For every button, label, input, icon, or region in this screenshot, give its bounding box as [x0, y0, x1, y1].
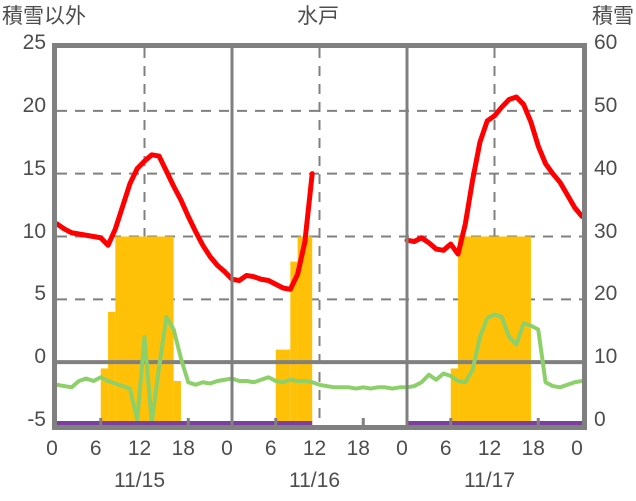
plot-frame: [52, 43, 587, 430]
x-axis-tick-label: 6: [439, 437, 452, 460]
plot-canvas: [57, 48, 582, 425]
y-axis-right-tick-label: 50: [594, 93, 618, 117]
x-axis-tick-label: 0: [46, 437, 58, 460]
right-axis-title: 積雪: [592, 5, 634, 28]
bar-series-sunshine: [100, 236, 531, 425]
y-axis-left-tick-label: 20: [22, 93, 46, 117]
y-axis-right-tick-label: 30: [594, 219, 618, 243]
y-axis-left-tick-label: 0: [34, 345, 46, 369]
x-axis-day-label: 11/17: [464, 469, 515, 492]
x-axis-tick-label: 6: [264, 437, 277, 460]
day-separators: [99, 48, 540, 425]
y-axis-left-tick-label: 5: [34, 282, 46, 306]
x-axis-tick-label: 0: [221, 437, 233, 460]
y-axis-right-tick-label: 0: [594, 408, 606, 431]
x-axis-tick-label: 6: [89, 437, 102, 460]
x-axis-tick-label: 12: [477, 437, 502, 460]
left-axis-title: 積雪以外: [2, 5, 86, 28]
x-axis-tick-label: 12: [127, 437, 152, 460]
y-axis-right-tick-label: 60: [594, 31, 618, 54]
y-axis-left-tick-label: 25: [22, 31, 46, 54]
line-series-green: [57, 312, 582, 425]
y-axis-left-tick-label: 10: [22, 219, 46, 243]
y-axis-left-tick-label: -5: [27, 408, 46, 431]
x-axis-tick-label: 18: [521, 437, 545, 460]
x-axis-tick-label: 0: [571, 437, 583, 460]
y-axis-right-tick-label: 20: [594, 282, 618, 306]
page-title: 水戸: [297, 5, 339, 28]
x-axis-day-label: 11/15: [114, 469, 165, 492]
y-axis-right-tick-label: 40: [594, 156, 618, 180]
y-axis-left-tick-label: 15: [22, 156, 46, 180]
x-axis-tick-label: 18: [171, 437, 195, 460]
y-axis-right-tick-label: 10: [594, 345, 618, 369]
line-series-temperature: [57, 94, 582, 292]
x-axis-day-label: 11/16: [289, 469, 340, 492]
x-axis-tick-label: 18: [346, 437, 370, 460]
x-axis-tick-label: 12: [302, 437, 327, 460]
x-axis-tick-label: 0: [396, 437, 408, 460]
